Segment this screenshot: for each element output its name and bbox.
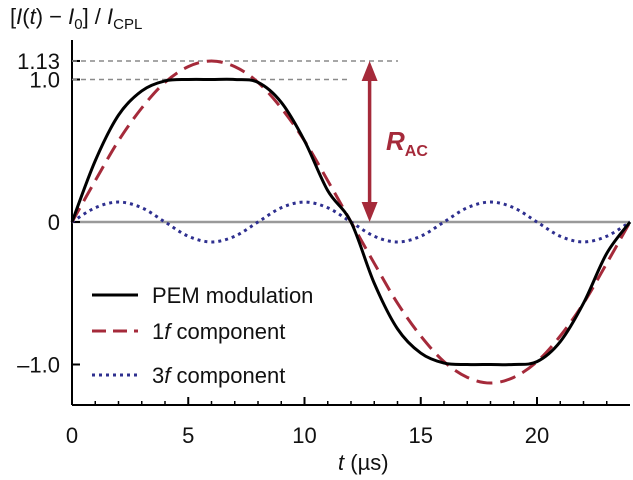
rac-arrow-head-top: [361, 60, 378, 81]
legend-label-1f: 1f component: [152, 319, 285, 344]
x-tick-label: 0: [66, 423, 78, 448]
axes-layer: 0 5 10 15 20 1.131.0 0 –1.0: [17, 40, 630, 448]
rac-label: RAC: [386, 126, 428, 160]
x-tick-label: 20: [525, 423, 549, 448]
legend-label-3f: 3f component: [152, 363, 285, 388]
y-axis-title: [I(t) − I0] / ICPL: [10, 4, 142, 33]
x-tick-label: 5: [182, 423, 194, 448]
y-tick-label: 0: [48, 210, 60, 235]
reference-lines-layer: [72, 60, 398, 81]
x-tick-label: 10: [292, 423, 316, 448]
rac-arrow-layer: [361, 60, 378, 222]
legend: PEM modulation 1f component 3f component: [92, 283, 313, 388]
y-tick-label: 1.0: [29, 68, 60, 93]
series-pem-modulation: [70, 77, 632, 367]
rac-arrow-head-bottom: [361, 202, 378, 222]
y-tick-label: –1.0: [17, 353, 60, 378]
legend-label-pem: PEM modulation: [152, 283, 313, 308]
x-axis-title: t (µs): [338, 450, 389, 475]
x-tick-label: 15: [409, 423, 433, 448]
y-tick-label: 1.13: [17, 49, 60, 74]
series-layer: [70, 59, 632, 385]
